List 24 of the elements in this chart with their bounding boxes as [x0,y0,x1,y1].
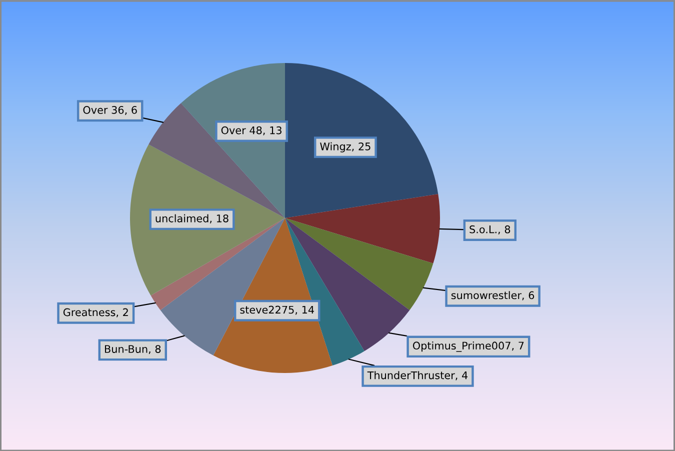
data-label: , 18 [210,214,228,224]
slice-label: Over 48 [221,126,262,134]
slice-label: Bun-Bun [105,345,148,353]
data-label: , 14 [295,306,314,315]
slice-label: ThunderThruster [367,371,455,380]
slice-label: Wingz [320,142,351,152]
data-label: , 8 [498,225,510,234]
data-label: , 6 [125,106,137,115]
slice-label: sumowrestler [451,291,522,300]
slice-label: S.o.L. [470,225,496,234]
data-label: , 7 [512,342,524,351]
pie-slice [285,63,438,218]
data-label: , 2 [116,308,128,318]
data-label: , 13 [263,126,282,136]
slice-label: steve2275 [240,306,294,314]
slice-label: Optimus_Prime007 [412,341,510,352]
pie-slice [285,194,440,264]
data-label: , 4 [456,371,468,380]
data-label: , 6 [522,291,534,300]
slice-label: Greatness [63,308,116,316]
slice-label: unclaimed [156,214,208,222]
data-label: , 8 [148,345,161,354]
slice-label: Over 36 [83,106,124,114]
data-label: , 25 [352,142,370,152]
